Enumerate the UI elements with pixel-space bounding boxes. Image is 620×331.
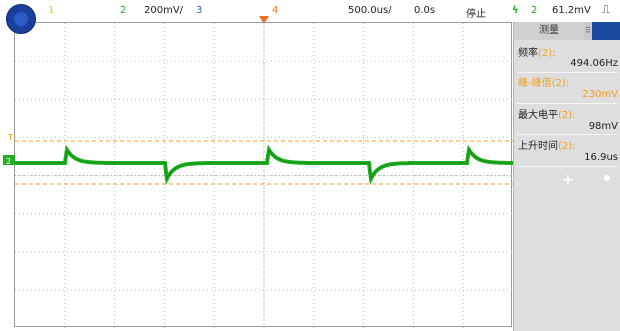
channel-markers: T 2 [3, 133, 15, 166]
measurement-max-level[interactable]: 最大电平(2): [518, 106, 618, 121]
measurement-peak-to-peak[interactable]: 峰-峰值(2): [518, 74, 618, 89]
channel-2-scale: 200mV/ [144, 5, 184, 16]
measurement-rise-time-value: 16.9us [584, 152, 618, 163]
measurement-rise-time[interactable]: 上升时间(2): [518, 137, 618, 152]
plus-icon[interactable]: + [562, 172, 574, 188]
channel-2-waveform [15, 144, 513, 185]
channel-1-label[interactable]: 1 [48, 5, 55, 16]
cursor-t-marker: T [7, 133, 13, 142]
delay-value[interactable]: 0.0s [414, 5, 436, 16]
waveform-svg [15, 23, 513, 328]
divider [517, 72, 617, 73]
measurement-peak-to-peak-value: 230mV [582, 89, 618, 100]
measurement-channel: (2): [538, 48, 556, 59]
timebase-value[interactable]: 500.0us/ [348, 5, 392, 16]
trigger-channel[interactable]: 2 [531, 5, 538, 16]
measurement-label: 峰-峰值 [518, 78, 552, 89]
status-bar: 1 2 200mV/ 3 4 500.0us/ 0.0s 停止 ϟ 2 61.2… [0, 0, 620, 34]
measurement-max-level-value: 98mV [588, 121, 618, 132]
measurement-label: 上升时间 [518, 141, 558, 152]
panel-drag-handle[interactable]: ⠿ [584, 22, 592, 40]
channel-2-ground-label: 2 [6, 157, 11, 166]
divider [517, 166, 617, 167]
trigger-level[interactable]: 61.2mV [552, 5, 591, 16]
more-options-icon[interactable] [604, 175, 610, 181]
rising-edge-icon[interactable]: ⎍ [602, 3, 610, 16]
measurement-label: 频率 [518, 48, 538, 59]
channel-4-label[interactable]: 4 [272, 5, 279, 16]
measurement-label: 最大电平 [518, 110, 558, 121]
channel-2-label[interactable]: 2 [120, 5, 127, 16]
waveform-display[interactable] [14, 22, 513, 328]
tab-other[interactable] [592, 22, 620, 40]
measurement-panel: 测量 ⠿ 频率(2): 494.06Hz 峰-峰值(2): 230mV 最大电平… [513, 22, 620, 331]
measurement-channel: (2): [551, 78, 570, 89]
measurement-channel: (2): [558, 110, 576, 121]
measurement-channel: (2): [558, 141, 576, 152]
channel-2-waveform-core [15, 148, 513, 181]
trigger-position-marker[interactable] [259, 16, 269, 26]
menu-logo-button[interactable] [6, 4, 36, 34]
channel-2-ground-marker [3, 155, 15, 165]
measurement-frequency[interactable]: 频率(2): [518, 44, 618, 59]
channel-3-label[interactable]: 3 [196, 5, 203, 16]
trigger-lightning-icon: ϟ [512, 5, 519, 16]
tab-measure[interactable]: 测量 [514, 22, 584, 40]
divider [517, 134, 617, 135]
measurement-frequency-value: 494.06Hz [570, 58, 618, 69]
divider [517, 103, 617, 104]
run-state[interactable]: 停止 [466, 9, 486, 20]
